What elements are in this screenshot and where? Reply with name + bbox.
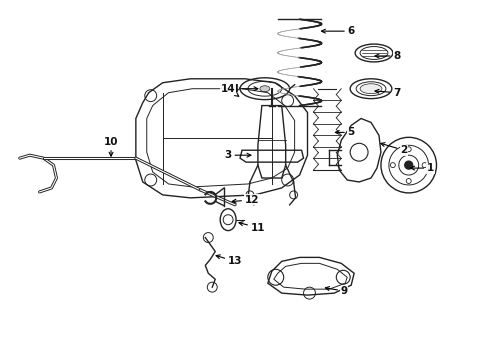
Text: 7: 7 (375, 88, 400, 98)
Text: 9: 9 (325, 286, 348, 296)
Text: 3: 3 (224, 150, 251, 160)
Text: 2: 2 (381, 143, 407, 155)
Text: 13: 13 (216, 255, 243, 266)
Text: 6: 6 (321, 26, 355, 36)
Text: 8: 8 (375, 51, 400, 61)
Text: 14: 14 (221, 84, 239, 96)
Text: 10: 10 (104, 137, 118, 156)
Ellipse shape (260, 86, 270, 92)
Text: 12: 12 (232, 195, 259, 205)
Circle shape (405, 161, 413, 169)
Text: 4: 4 (231, 84, 258, 94)
Text: 5: 5 (335, 127, 355, 138)
Text: 11: 11 (239, 222, 265, 233)
Ellipse shape (360, 84, 382, 94)
Text: 1: 1 (411, 163, 434, 173)
